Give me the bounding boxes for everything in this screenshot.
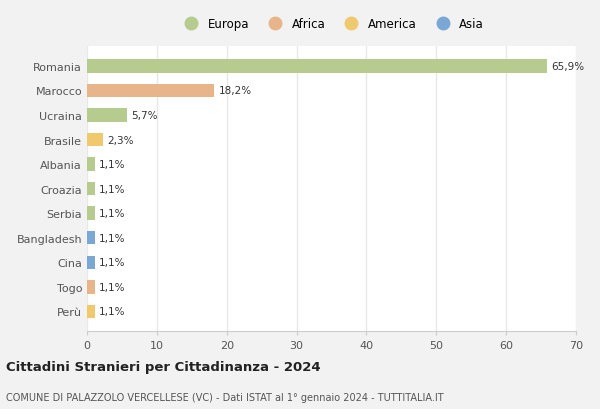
Text: 65,9%: 65,9%	[551, 62, 584, 72]
Bar	[87, 256, 95, 270]
Bar	[87, 84, 214, 98]
Text: Cittadini Stranieri per Cittadinanza - 2024: Cittadini Stranieri per Cittadinanza - 2…	[6, 360, 320, 373]
Text: 1,1%: 1,1%	[99, 258, 125, 267]
Bar	[87, 109, 127, 122]
Text: 1,1%: 1,1%	[99, 160, 125, 170]
Bar	[87, 305, 95, 318]
Bar	[87, 207, 95, 220]
Text: 1,1%: 1,1%	[99, 233, 125, 243]
Text: 1,1%: 1,1%	[99, 209, 125, 219]
Bar	[87, 231, 95, 245]
Bar	[87, 60, 547, 74]
Bar	[87, 182, 95, 196]
Text: 2,3%: 2,3%	[107, 135, 134, 145]
Text: 1,1%: 1,1%	[99, 282, 125, 292]
Text: COMUNE DI PALAZZOLO VERCELLESE (VC) - Dati ISTAT al 1° gennaio 2024 - TUTTITALIA: COMUNE DI PALAZZOLO VERCELLESE (VC) - Da…	[6, 392, 443, 402]
Bar	[87, 281, 95, 294]
Bar	[87, 158, 95, 171]
Legend: Europa, Africa, America, Asia: Europa, Africa, America, Asia	[175, 13, 488, 36]
Bar	[87, 133, 103, 147]
Text: 5,7%: 5,7%	[131, 111, 158, 121]
Text: 1,1%: 1,1%	[99, 184, 125, 194]
Text: 18,2%: 18,2%	[218, 86, 251, 96]
Text: 1,1%: 1,1%	[99, 307, 125, 317]
